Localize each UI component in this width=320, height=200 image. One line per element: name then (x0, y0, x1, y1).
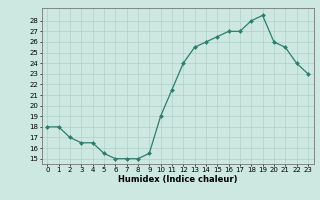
X-axis label: Humidex (Indice chaleur): Humidex (Indice chaleur) (118, 175, 237, 184)
